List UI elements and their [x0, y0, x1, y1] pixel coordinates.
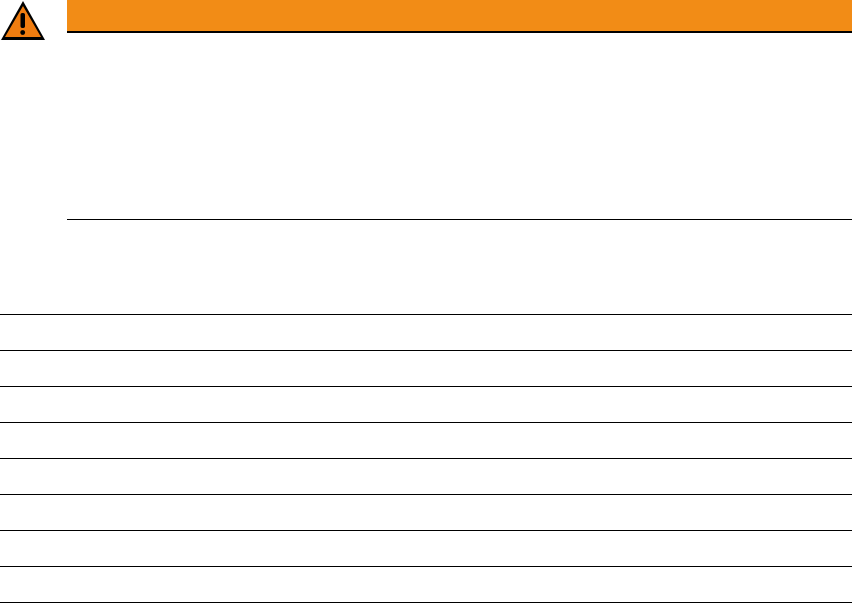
ruled-line [0, 422, 852, 423]
warning-header-bar [67, 0, 852, 33]
warning-box-bottom-rule [67, 219, 852, 220]
ruled-line [0, 314, 852, 315]
ruled-line [0, 458, 852, 459]
ruled-line [0, 494, 852, 495]
ruled-line [0, 386, 852, 387]
ruled-line [0, 566, 852, 567]
warning-triangle-icon [1, 1, 45, 40]
ruled-line [0, 530, 852, 531]
ruled-line [0, 350, 852, 351]
